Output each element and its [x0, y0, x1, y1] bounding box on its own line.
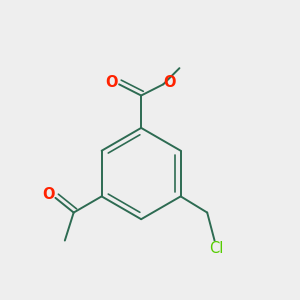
Text: O: O [43, 187, 55, 202]
Text: O: O [164, 75, 176, 90]
Text: Cl: Cl [209, 241, 223, 256]
Text: O: O [105, 75, 118, 90]
